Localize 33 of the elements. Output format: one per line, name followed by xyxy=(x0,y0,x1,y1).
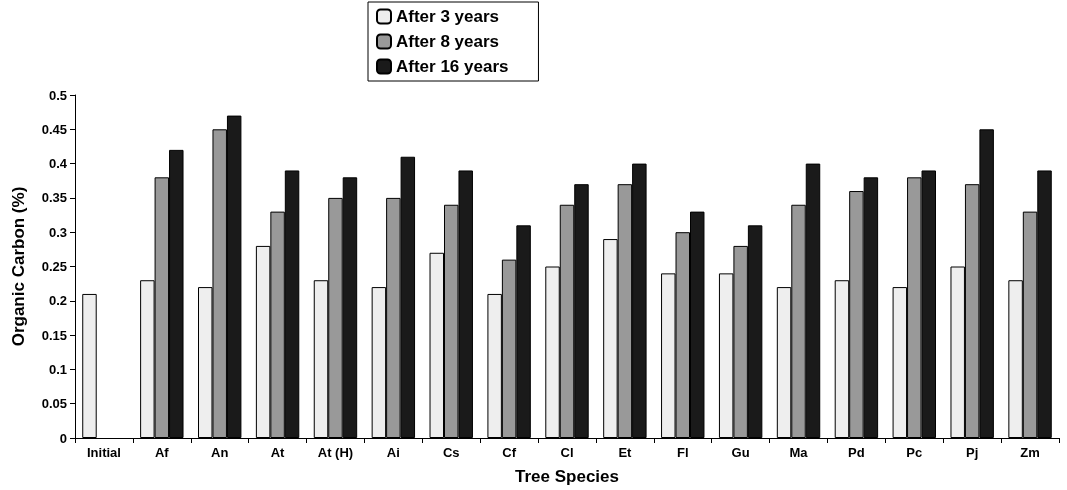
x-tick-label: Cf xyxy=(502,445,517,460)
x-tick-label: Et xyxy=(618,445,633,460)
y-tick-label: 0.2 xyxy=(48,293,67,309)
x-axis-title: Tree Species xyxy=(515,467,619,486)
legend-label: After 16 years xyxy=(396,57,509,76)
y-tick-label: 0.1 xyxy=(48,361,67,377)
y-tick-label: 0.5 xyxy=(48,87,67,103)
x-tick-label: Fl xyxy=(676,445,689,460)
x-tick-label: Pc xyxy=(906,445,923,460)
y-tick-label: 0.35 xyxy=(41,190,67,206)
y-tick-label: 0.25 xyxy=(41,259,67,274)
x-tick-label: Af xyxy=(154,445,170,460)
x-tick-label: Cs xyxy=(442,445,460,460)
x-tick-label: Pj xyxy=(966,445,979,460)
x-tick-label: At (H) xyxy=(317,445,354,460)
y-axis-title: Organic Carbon (%) xyxy=(9,186,28,347)
x-tick-label: Cl xyxy=(560,445,574,460)
x-tick-label: Pd xyxy=(848,445,865,460)
x-tick-label: Ma xyxy=(789,445,809,460)
x-tick-label: At xyxy=(270,445,286,460)
x-tick-label: Zm xyxy=(1020,445,1040,460)
x-tick-label: Gu xyxy=(731,445,750,460)
y-tick-label: 0.05 xyxy=(41,396,67,412)
y-tick-label: 0.3 xyxy=(48,224,67,240)
y-tick-label: 0.15 xyxy=(41,327,67,343)
y-tick-label: 0.45 xyxy=(41,121,67,137)
y-tick-label: 0.4 xyxy=(48,156,68,172)
legend-label: After 3 years xyxy=(396,7,500,26)
legend-label: After 8 years xyxy=(396,32,500,51)
x-tick-label: Initial xyxy=(86,445,121,460)
x-tick-label: Ai xyxy=(386,445,400,460)
x-tick-label: An xyxy=(211,445,229,460)
y-tick-label: 0 xyxy=(59,430,67,446)
